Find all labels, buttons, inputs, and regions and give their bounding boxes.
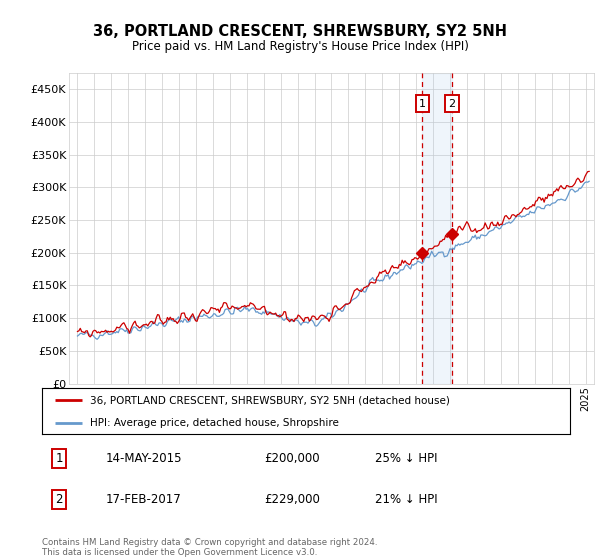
Text: 17-FEB-2017: 17-FEB-2017	[106, 493, 181, 506]
Text: 36, PORTLAND CRESCENT, SHREWSBURY, SY2 5NH (detached house): 36, PORTLAND CRESCENT, SHREWSBURY, SY2 5…	[89, 395, 449, 405]
Text: 1: 1	[419, 99, 426, 109]
Text: 14-MAY-2015: 14-MAY-2015	[106, 452, 182, 465]
Text: 2: 2	[449, 99, 455, 109]
Text: Price paid vs. HM Land Registry's House Price Index (HPI): Price paid vs. HM Land Registry's House …	[131, 40, 469, 53]
Text: 1: 1	[55, 452, 63, 465]
Text: £200,000: £200,000	[264, 452, 319, 465]
Text: 21% ↓ HPI: 21% ↓ HPI	[374, 493, 437, 506]
Bar	[422, 73, 452, 384]
Text: Contains HM Land Registry data © Crown copyright and database right 2024.
This d: Contains HM Land Registry data © Crown c…	[42, 538, 377, 557]
Text: 25% ↓ HPI: 25% ↓ HPI	[374, 452, 437, 465]
Text: HPI: Average price, detached house, Shropshire: HPI: Average price, detached house, Shro…	[89, 418, 338, 427]
Text: 36, PORTLAND CRESCENT, SHREWSBURY, SY2 5NH: 36, PORTLAND CRESCENT, SHREWSBURY, SY2 5…	[93, 24, 507, 39]
Text: £229,000: £229,000	[264, 493, 320, 506]
Text: 2: 2	[55, 493, 63, 506]
